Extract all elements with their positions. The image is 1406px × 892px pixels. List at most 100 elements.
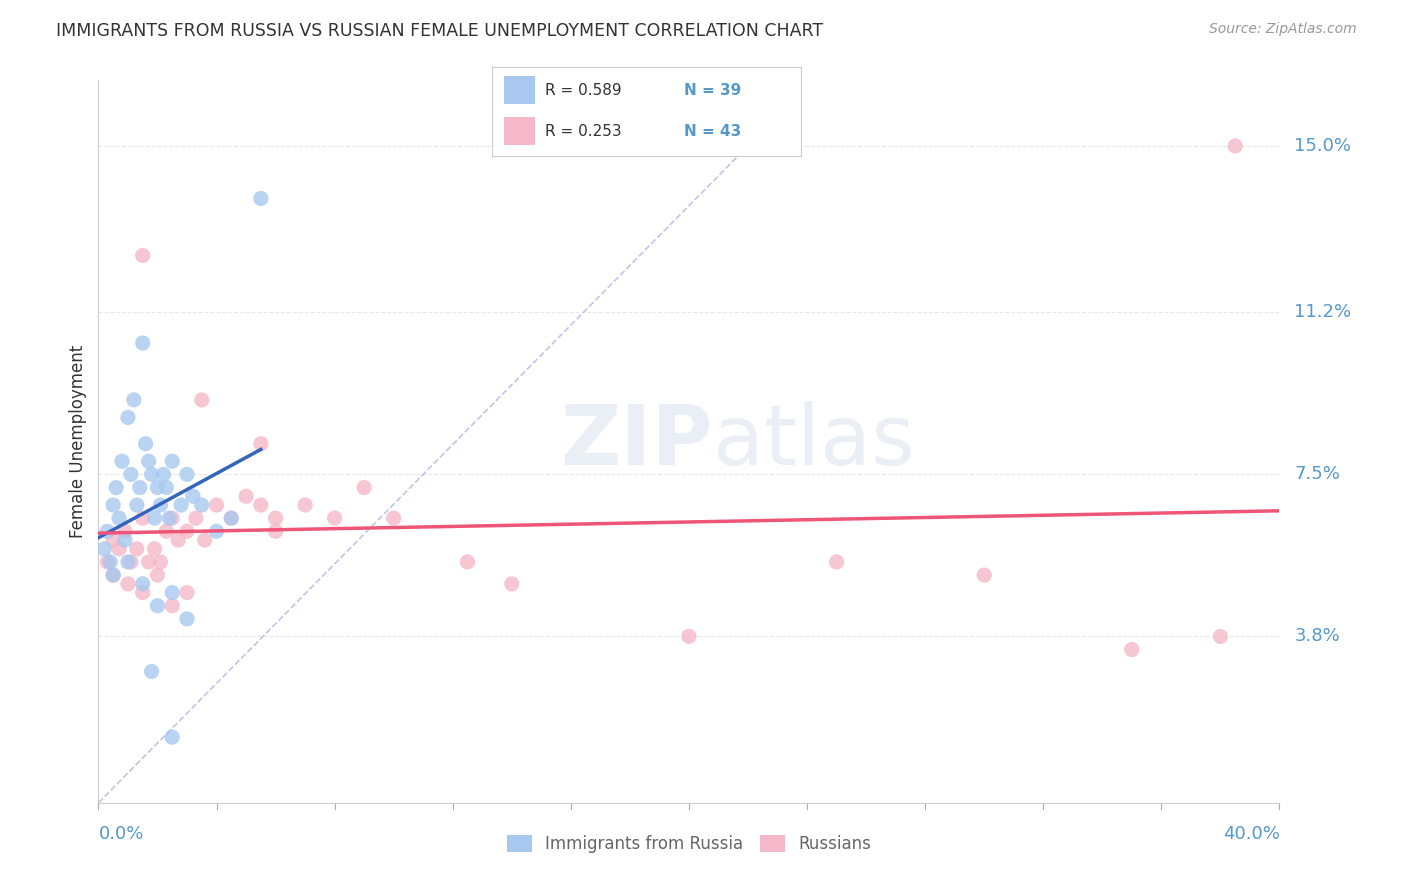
Point	[103, 568, 125, 582]
Point	[167, 533, 190, 547]
Point	[117, 410, 139, 425]
Point	[176, 467, 198, 482]
Text: N = 43: N = 43	[683, 124, 741, 138]
Point	[135, 436, 157, 450]
Point	[98, 555, 121, 569]
Point	[103, 533, 125, 547]
Point	[108, 511, 131, 525]
Point	[264, 524, 287, 539]
Point	[132, 511, 155, 525]
Point	[103, 568, 125, 582]
Point	[1121, 642, 1143, 657]
Point	[162, 454, 183, 468]
Point	[155, 481, 177, 495]
Y-axis label: Female Unemployment: Female Unemployment	[69, 345, 87, 538]
Point	[103, 498, 125, 512]
Point	[162, 511, 183, 525]
Point	[155, 524, 177, 539]
Point	[157, 511, 180, 525]
Point	[1225, 139, 1247, 153]
Point	[250, 192, 273, 206]
Text: N = 39: N = 39	[683, 83, 741, 97]
Text: ZIP: ZIP	[560, 401, 713, 482]
Point	[250, 498, 273, 512]
Point	[323, 511, 346, 525]
Point	[146, 481, 169, 495]
Point	[457, 555, 479, 569]
Point	[382, 511, 405, 525]
Point	[114, 533, 136, 547]
Point	[973, 568, 995, 582]
Point	[162, 585, 183, 599]
Point	[235, 489, 257, 503]
Point	[132, 336, 155, 351]
Point	[146, 568, 169, 582]
Point	[162, 730, 183, 744]
Point	[221, 511, 243, 525]
Point	[181, 489, 204, 503]
Text: Source: ZipAtlas.com: Source: ZipAtlas.com	[1209, 22, 1357, 37]
FancyBboxPatch shape	[505, 117, 536, 145]
Point	[132, 248, 155, 262]
Point	[117, 555, 139, 569]
Text: R = 0.589: R = 0.589	[544, 83, 621, 97]
Point	[176, 585, 198, 599]
Point	[125, 541, 148, 556]
Text: R = 0.253: R = 0.253	[544, 124, 621, 138]
Point	[149, 555, 172, 569]
Text: 7.5%: 7.5%	[1295, 466, 1340, 483]
Point	[132, 585, 155, 599]
Point	[1209, 629, 1232, 643]
Point	[194, 533, 217, 547]
Point	[96, 555, 118, 569]
Point	[122, 392, 145, 407]
Point	[353, 481, 375, 495]
Point	[205, 498, 228, 512]
FancyBboxPatch shape	[505, 76, 536, 104]
Point	[96, 524, 118, 539]
Point	[105, 481, 128, 495]
Point	[143, 541, 166, 556]
Text: atlas: atlas	[713, 401, 914, 482]
Point	[170, 498, 193, 512]
Point	[294, 498, 316, 512]
Point	[146, 599, 169, 613]
Point	[152, 467, 174, 482]
Point	[149, 498, 172, 512]
Point	[191, 392, 214, 407]
Point	[114, 524, 136, 539]
Point	[184, 511, 207, 525]
Point	[141, 467, 163, 482]
Point	[111, 454, 134, 468]
Point	[501, 577, 523, 591]
Point	[117, 577, 139, 591]
Point	[125, 498, 148, 512]
Point	[205, 524, 228, 539]
Point	[132, 577, 155, 591]
Point	[143, 511, 166, 525]
Legend: Immigrants from Russia, Russians: Immigrants from Russia, Russians	[501, 828, 877, 860]
Text: 3.8%: 3.8%	[1295, 627, 1340, 646]
Text: IMMIGRANTS FROM RUSSIA VS RUSSIAN FEMALE UNEMPLOYMENT CORRELATION CHART: IMMIGRANTS FROM RUSSIA VS RUSSIAN FEMALE…	[56, 22, 824, 40]
Point	[138, 555, 160, 569]
Point	[138, 454, 160, 468]
Point	[221, 511, 243, 525]
Text: 11.2%: 11.2%	[1295, 303, 1351, 321]
Point	[678, 629, 700, 643]
Point	[176, 524, 198, 539]
Point	[128, 481, 150, 495]
Point	[176, 612, 198, 626]
Point	[264, 511, 287, 525]
Point	[162, 599, 183, 613]
Point	[108, 541, 131, 556]
Point	[191, 498, 214, 512]
Point	[825, 555, 848, 569]
Point	[93, 541, 115, 556]
Text: 0.0%: 0.0%	[98, 825, 143, 843]
Text: 40.0%: 40.0%	[1223, 825, 1279, 843]
Text: 15.0%: 15.0%	[1295, 137, 1351, 155]
Point	[120, 555, 142, 569]
Point	[120, 467, 142, 482]
Point	[250, 436, 273, 450]
Point	[141, 665, 163, 679]
